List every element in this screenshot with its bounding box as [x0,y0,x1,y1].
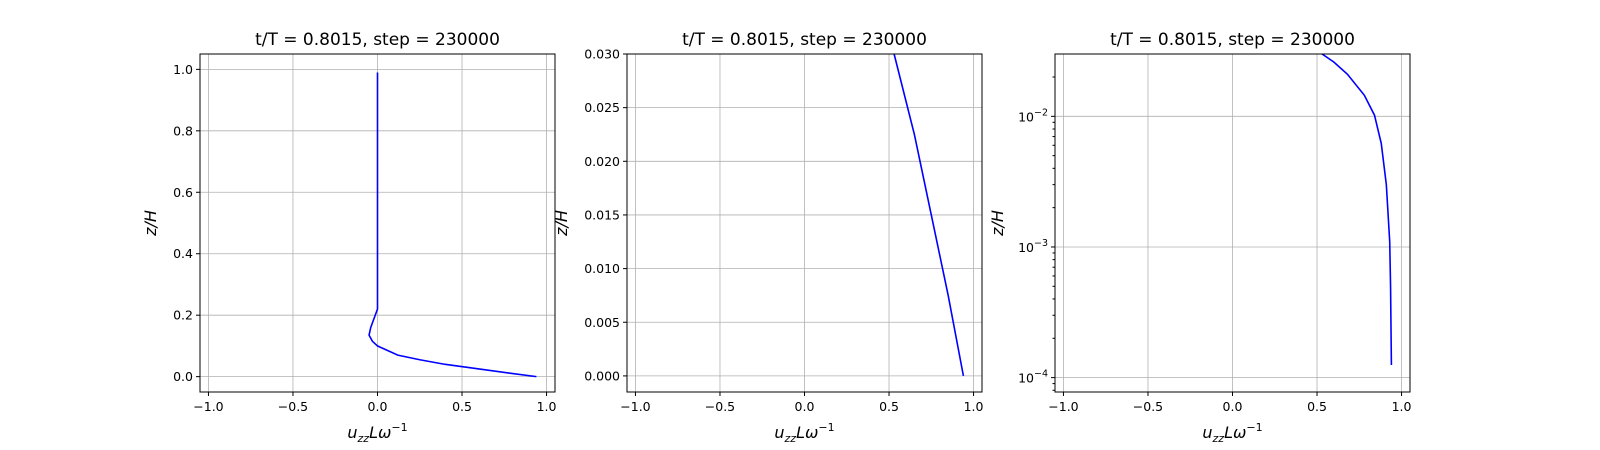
x-tick-label: −0.5 [705,399,735,414]
y-tick-label: 0.015 [584,207,620,222]
x-tick-label: 0.0 [1223,399,1243,414]
x-tick-label: 0.5 [879,399,899,414]
x-tick-label: −1.0 [620,399,650,414]
y-tick-label: 10−3 [1018,238,1048,255]
subplot-1: −1.0 −0.5 0.0 0.5 1.0 0.0 0.2 0.4 0.6 0.8 1.0 t/T =… [141,30,557,445]
y-tick-label: 0.030 [584,47,620,62]
y-tick-label: 0.000 [584,368,620,383]
y-axis-label: z/H [988,210,1007,237]
y-tick-label: 0.025 [584,100,620,115]
y-tick-label: 10−2 [1018,107,1048,124]
subplot-2: −1.0 −0.5 0.0 0.5 1.0 0.000 0.005 0.010 0.015 0.0… [552,30,984,445]
y-tick-label: 0.010 [584,261,620,276]
x-tick-label: −1.0 [193,399,223,414]
y-tick-label: 1.0 [173,62,193,77]
chart-title: t/T = 0.8015, step = 230000 [1110,30,1355,50]
y-tick-label: 0.005 [584,315,620,330]
subplot-3: −1.0 −0.5 0.0 0.5 1.0 10−4 10−3 10−2 t/T = 0.801… [988,30,1412,445]
x-tick-label: −0.5 [278,399,308,414]
chart-title: t/T = 0.8015, step = 230000 [255,30,500,50]
y-tick-label: 0.2 [173,308,193,323]
x-tick-label: 0.5 [1307,399,1327,414]
series-line [893,53,965,377]
chart-title: t/T = 0.8015, step = 230000 [682,30,927,50]
y-tick-label: 0.0 [173,369,193,384]
y-axis-label: z/H [552,210,571,237]
series-line [368,72,537,378]
y-tick-label: 0.6 [173,185,193,200]
y-tick-label: 0.8 [173,123,193,138]
x-tick-label: −1.0 [1048,399,1078,414]
x-tick-label: −0.5 [1133,399,1163,414]
x-axis-label: uzzLω−1 [774,421,834,445]
y-tick-label: 10−4 [1018,369,1048,386]
x-axis-label: uzzLω−1 [1202,421,1262,445]
x-tick-label: 0.5 [452,399,472,414]
y-axis-label: z/H [141,210,160,237]
x-tick-label: 1.0 [964,399,984,414]
x-tick-label: 0.0 [795,399,815,414]
x-tick-label: 1.0 [537,399,557,414]
x-tick-label: 0.0 [368,399,388,414]
y-tick-label: 0.4 [173,246,193,261]
x-axis-label: uzzLω−1 [347,421,407,445]
x-tick-label: 1.0 [1392,399,1412,414]
y-tick-label: 0.020 [584,154,620,169]
series-line [1321,53,1393,365]
